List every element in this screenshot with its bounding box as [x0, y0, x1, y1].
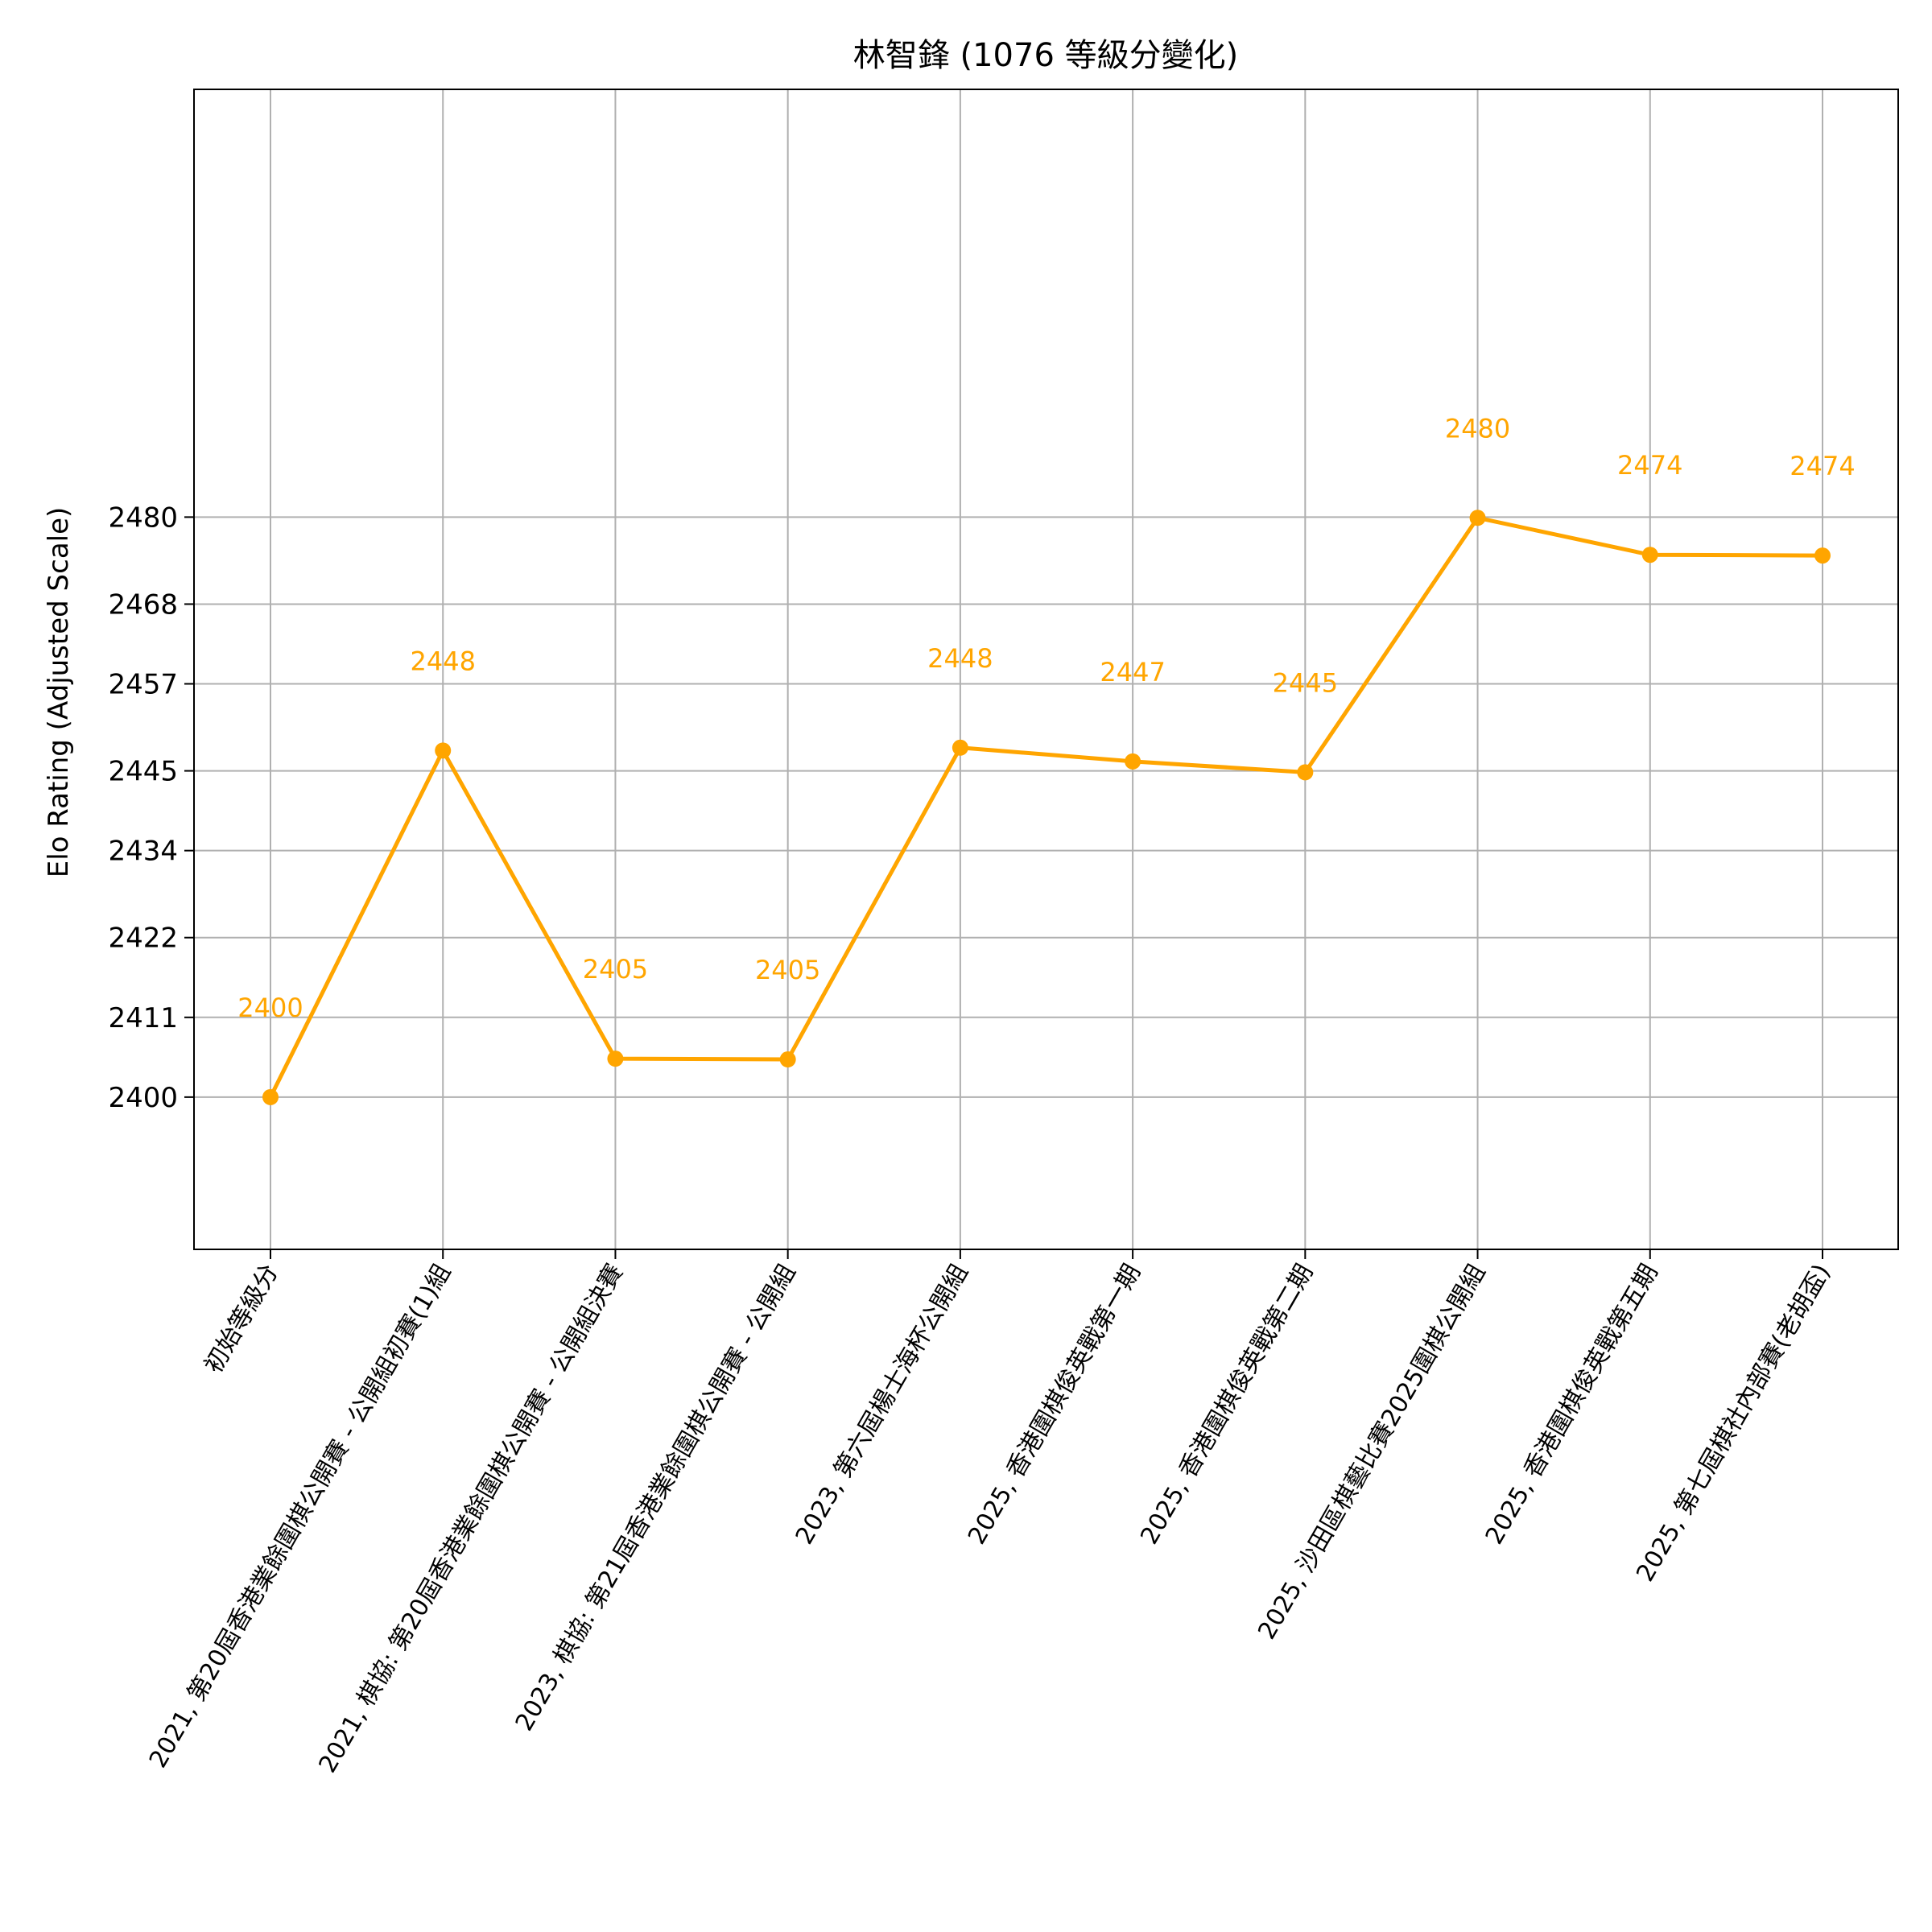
y-tick-label: 2434: [108, 836, 178, 868]
data-point: [1469, 510, 1486, 526]
chart-title: 林智鋒 (1076 等級分變化): [853, 37, 1238, 74]
data-point: [607, 1051, 624, 1067]
y-tick-label: 2422: [108, 923, 178, 955]
series-line: [268, 515, 1825, 1100]
y-tick-label: 2445: [108, 756, 178, 788]
data-point: [1814, 547, 1831, 564]
data-label: 2445: [1273, 667, 1338, 698]
plot-frame: [193, 89, 1899, 1250]
y-tick-label: 2457: [108, 669, 178, 701]
data-label: 2405: [583, 954, 648, 985]
data-label: 2448: [927, 643, 993, 674]
series-layer: 2400 2448 2405 2405 2448 2447 2445 2480 2474 2474: [237, 413, 1856, 1105]
data-point: [1297, 764, 1314, 781]
x-tick-label: 2021, 第20屆香港業餘圍棋公開賽 - 公開組初賽(1)組: [144, 1260, 456, 1773]
x-tick-label: 2025, 第七屆棋社內部賽(老胡盃): [1631, 1260, 1836, 1587]
y-tick-label: 2411: [108, 1002, 178, 1034]
data-point: [1641, 547, 1658, 564]
y-tick-label: 2480: [108, 502, 178, 534]
x-tick-label: 2021, 棋協: 第20屆香港業餘圍棋公開賽 - 公開組決賽: [313, 1260, 629, 1778]
grid-lines: [194, 89, 1898, 1249]
y-tick-label: 2468: [108, 588, 178, 621]
x-tick-label: 2025, 香港圍棋俊英戰第一期: [963, 1260, 1146, 1550]
x-tick-label: 2023, 棋協: 第21屆香港業餘圍棋公開賽 - 公開組: [510, 1260, 802, 1736]
data-point: [435, 742, 452, 759]
data-point: [952, 739, 968, 756]
data-label: 2447: [1100, 657, 1165, 687]
data-label: 2474: [1617, 450, 1682, 481]
data-label: 2480: [1445, 413, 1510, 444]
data-point: [779, 1051, 796, 1068]
data-label: 2448: [411, 646, 476, 676]
y-axis-label: Elo Rating (Adjusted Scale): [43, 507, 75, 878]
x-tick-label: 2025, 香港圍棋俊英戰第二期: [1135, 1260, 1319, 1550]
data-point: [1125, 753, 1141, 770]
data-point: [262, 1088, 279, 1105]
data-label: 2400: [237, 993, 303, 1023]
data-label: 2405: [755, 955, 820, 985]
data-label: 2474: [1790, 451, 1855, 481]
x-tick-label: 2023, 第六屆楊士海杯公開組: [791, 1260, 974, 1550]
x-tick-label: 初始等級分: [200, 1260, 284, 1378]
x-tick-label: 2025, 香港圍棋俊英戰第五期: [1480, 1260, 1664, 1550]
y-tick-label: 2400: [108, 1082, 178, 1114]
